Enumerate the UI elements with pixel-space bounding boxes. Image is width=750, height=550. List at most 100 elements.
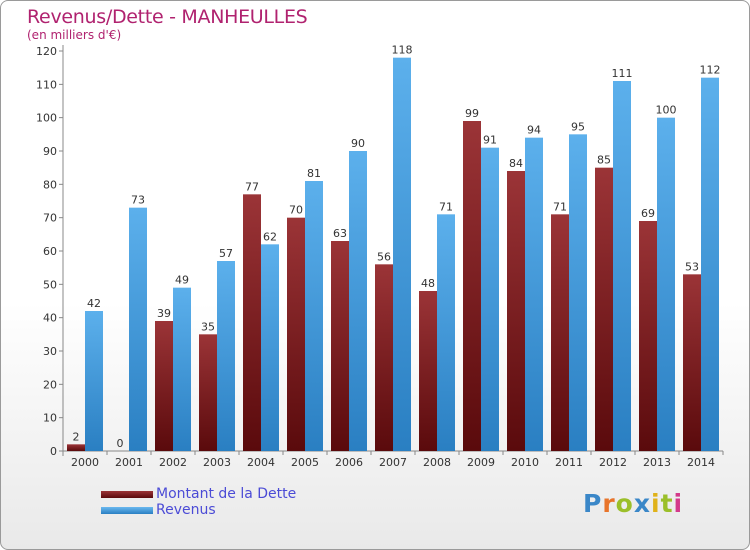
y-tick-label: 10 <box>43 412 57 425</box>
y-tick-label: 50 <box>43 278 57 291</box>
data-label-revenus: 100 <box>656 104 677 117</box>
chart-subtitle: (en milliers d'€) <box>27 28 122 42</box>
legend-label-revenus: Revenus <box>156 502 216 518</box>
bar-revenus <box>437 214 455 451</box>
x-tick-label: 2005 <box>291 456 319 469</box>
x-tick-label: 2009 <box>467 456 495 469</box>
x-tick-label: 2002 <box>159 456 187 469</box>
data-label-revenus: 111 <box>612 67 633 80</box>
bar-revenus <box>173 287 191 451</box>
bar-dette <box>507 171 525 451</box>
x-tick-label: 2007 <box>379 456 407 469</box>
x-tick-label: 2001 <box>115 456 143 469</box>
x-tick-label: 2008 <box>423 456 451 469</box>
bar-revenus <box>481 147 499 451</box>
data-label-revenus: 91 <box>483 134 497 147</box>
y-tick-label: 0 <box>50 445 57 458</box>
bar-revenus <box>261 244 279 451</box>
data-label-dette: 53 <box>685 260 699 273</box>
data-label-revenus: 42 <box>87 297 101 310</box>
data-label-dette: 39 <box>157 307 171 320</box>
data-labels: 2 42 0 73 39 49 35 57 77 62 70 81 63 90 56 118 48 71 99 91 8… <box>73 44 721 450</box>
data-label-revenus: 62 <box>263 230 277 243</box>
bar-dette <box>551 214 569 451</box>
x-tick-label: 2012 <box>599 456 627 469</box>
logo-letter: t <box>660 489 674 518</box>
bar-revenus <box>525 137 543 451</box>
data-label-dette: 70 <box>289 204 303 217</box>
y-tick-label: 120 <box>36 45 57 58</box>
bar-revenus <box>657 117 675 452</box>
data-label-revenus: 94 <box>527 124 541 137</box>
bar-revenus <box>701 77 719 452</box>
data-label-dette: 56 <box>377 250 391 263</box>
bar-revenus <box>613 81 631 451</box>
logo-letter: i <box>651 489 661 518</box>
bar-dette <box>375 264 393 451</box>
y-tick-label: 40 <box>43 312 57 325</box>
y-tick-label: 30 <box>43 345 57 358</box>
bar-revenus <box>569 134 587 452</box>
legend-swatch-revenus <box>101 507 153 514</box>
bar-revenus <box>393 57 411 452</box>
y-tick-label: 100 <box>36 112 57 125</box>
y-tick-label: 90 <box>43 145 57 158</box>
data-label-dette: 99 <box>465 107 479 120</box>
data-label-dette: 35 <box>201 320 215 333</box>
logo-letter: r <box>602 489 616 518</box>
y-tick-label: 110 <box>36 78 57 91</box>
data-label-revenus: 118 <box>392 44 413 57</box>
x-tick-label: 2010 <box>511 456 539 469</box>
data-label-dette: 84 <box>509 157 523 170</box>
data-label-dette: 71 <box>553 200 567 213</box>
bar-revenus <box>85 311 103 451</box>
y-tick-label: 60 <box>43 245 57 258</box>
bar-revenus <box>349 151 367 451</box>
bar-dette <box>243 194 261 452</box>
chart-title: Revenus/Dette - MANHEULLES <box>27 6 308 28</box>
bar-dette <box>419 291 437 451</box>
bars <box>67 57 719 452</box>
data-label-dette: 63 <box>333 227 347 240</box>
legend-label-dette: Montant de la Dette <box>156 486 297 502</box>
bar-revenus <box>129 207 147 451</box>
bar-dette <box>199 334 217 451</box>
x-tick-label: 2004 <box>247 456 275 469</box>
x-tick-label: 2006 <box>335 456 363 469</box>
legend-swatch-dette <box>101 491 153 498</box>
x-tick-label: 2013 <box>643 456 671 469</box>
data-label-dette: 85 <box>597 154 611 167</box>
data-label-dette: 69 <box>641 207 655 220</box>
data-label-dette: 48 <box>421 277 435 290</box>
data-label-dette: 77 <box>245 180 259 193</box>
data-label-revenus: 71 <box>439 200 453 213</box>
logo-letter: x <box>633 489 651 518</box>
x-tick-label: 2000 <box>71 456 99 469</box>
bar-dette <box>155 321 173 451</box>
y-tick-label: 80 <box>43 178 57 191</box>
data-label-dette: 2 <box>73 430 80 443</box>
bar-dette <box>287 217 305 451</box>
y-tick-label: 70 <box>43 212 57 225</box>
bar-revenus <box>217 261 235 451</box>
bar-dette <box>331 241 349 451</box>
x-tick-label: 2003 <box>203 456 231 469</box>
data-label-revenus: 57 <box>219 247 233 260</box>
bar-dette <box>463 121 481 451</box>
data-label-dette: 0 <box>117 437 124 450</box>
x-tick-label: 2014 <box>687 456 715 469</box>
data-label-revenus: 90 <box>351 137 365 150</box>
data-label-revenus: 81 <box>307 167 321 180</box>
logo-letter: o <box>615 489 634 518</box>
bar-revenus <box>305 181 323 451</box>
logo-letter: P <box>583 489 603 518</box>
bar-dette <box>639 221 657 451</box>
logo-letter: i <box>673 489 684 518</box>
y-tick-label: 20 <box>43 378 57 391</box>
x-tick-label: 2011 <box>555 456 583 469</box>
bar-dette <box>595 167 613 451</box>
data-label-revenus: 49 <box>175 274 189 287</box>
proxiti-logo: Proxiti <box>583 489 683 518</box>
